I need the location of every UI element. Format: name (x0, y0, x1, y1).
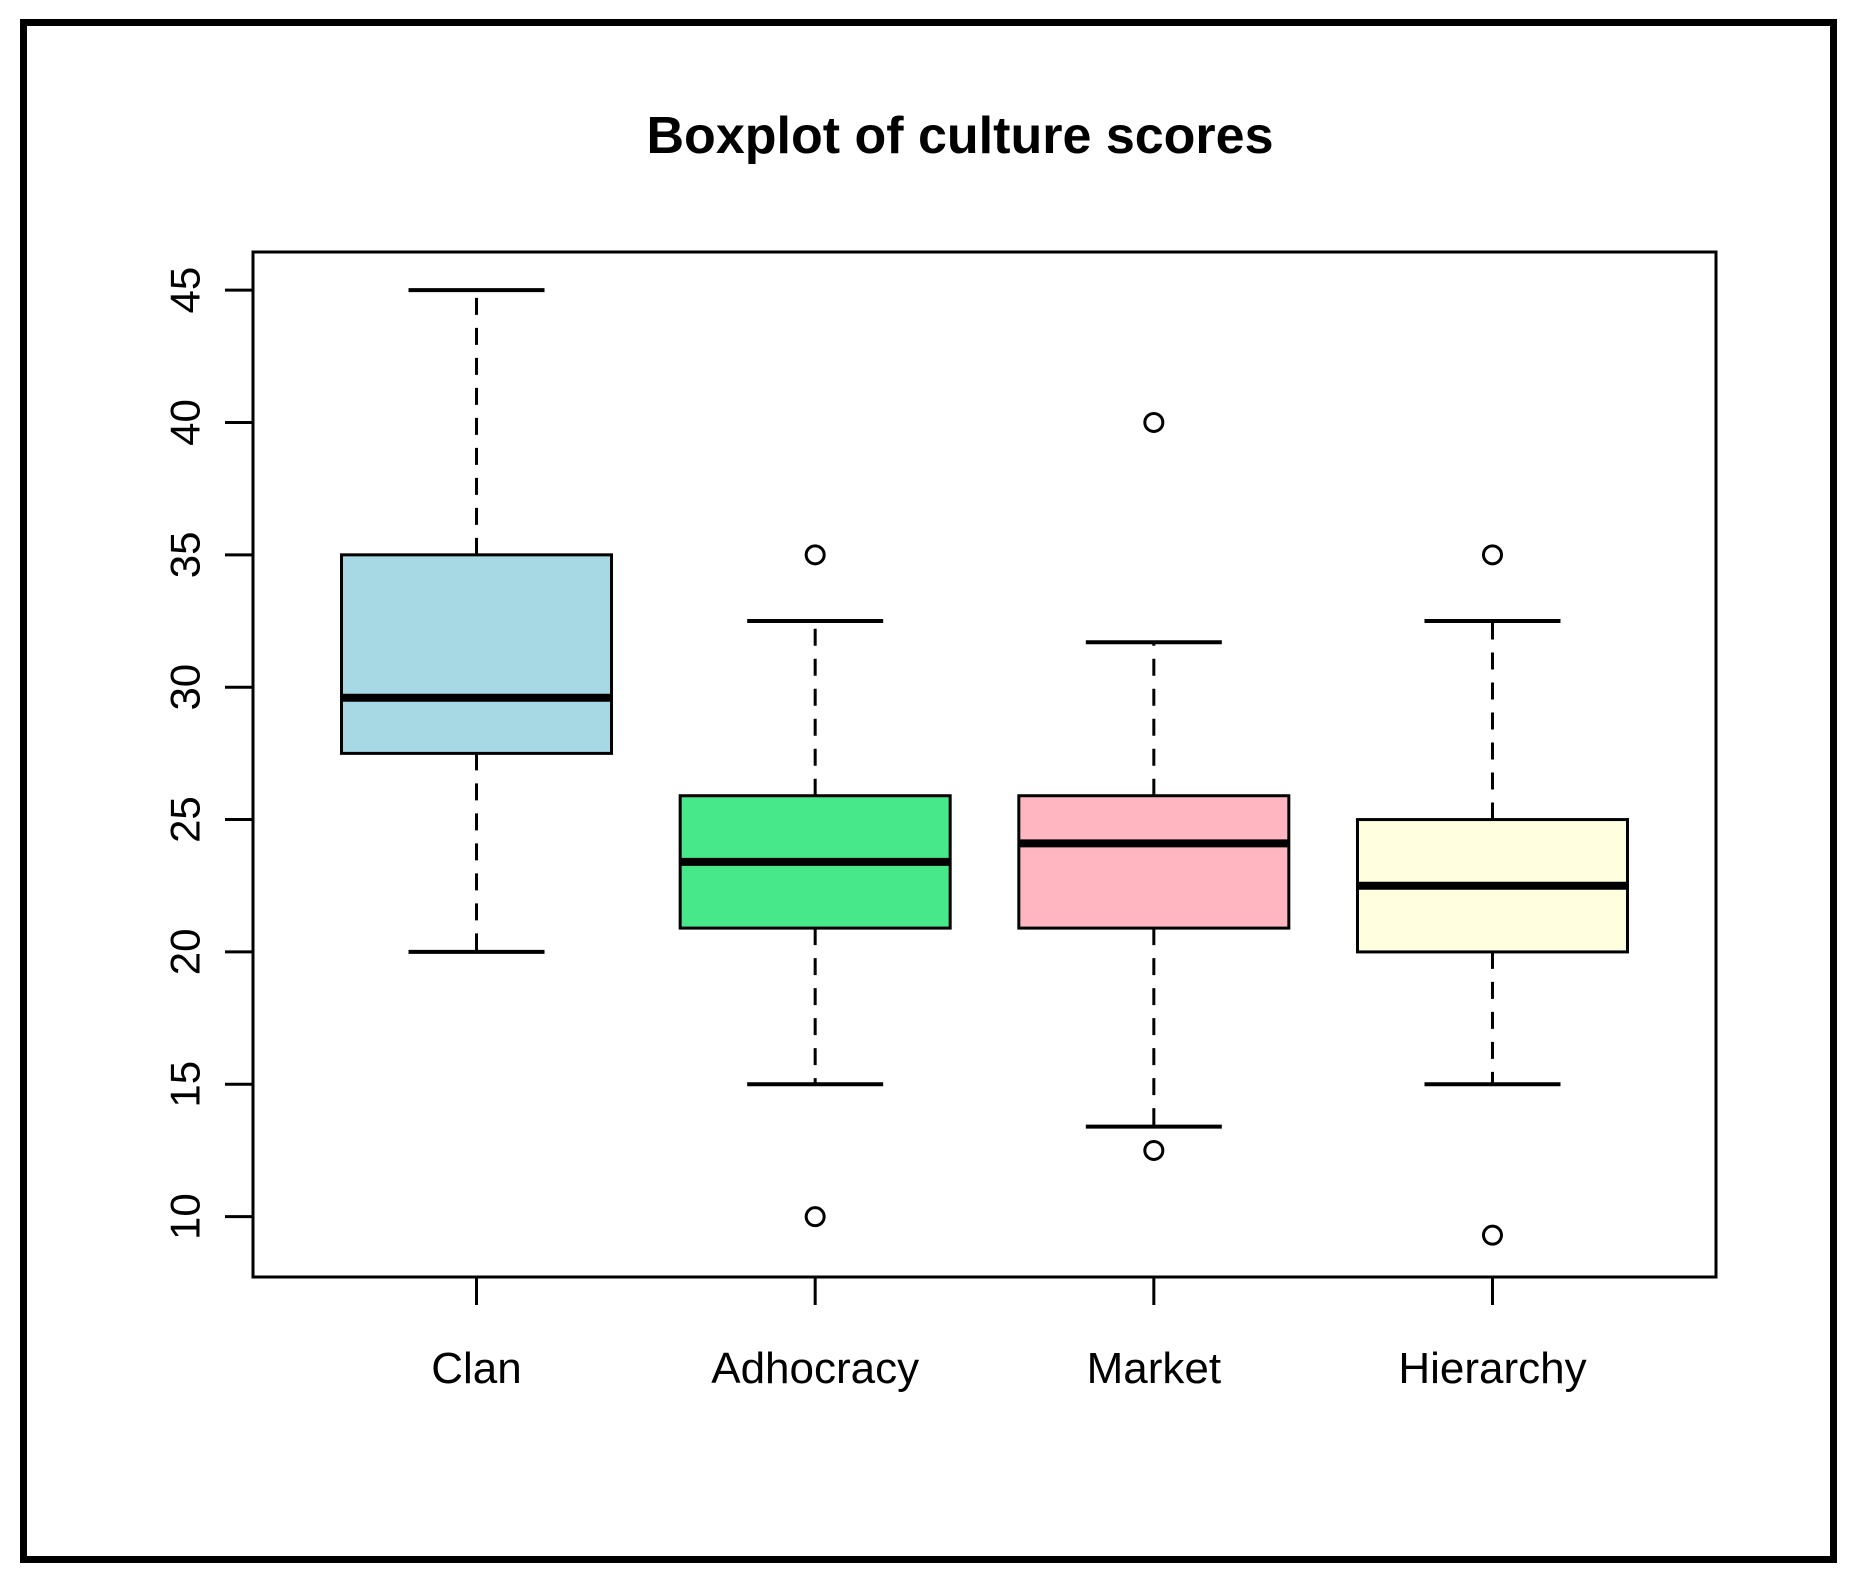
chart-title: Boxplot of culture scores (646, 107, 1274, 165)
x-axis-label-clan: Clan (431, 1344, 522, 1393)
y-axis-tick-label: 40 (162, 399, 209, 446)
y-axis-tick-label: 45 (162, 267, 209, 314)
y-axis-tick-label: 20 (162, 929, 209, 976)
x-axis-label-market: Market (1087, 1344, 1221, 1393)
y-axis-tick-label: 35 (162, 531, 209, 578)
hierarchy-outlier-point (1481, 544, 1503, 566)
hierarchy-outlier-point (1481, 1224, 1503, 1246)
clan-box (340, 553, 614, 755)
y-axis-tick-label: 30 (162, 664, 209, 711)
adhocracy-outlier-point (804, 1206, 826, 1228)
adhocracy-outlier-point (804, 544, 826, 566)
plot-border (251, 250, 1718, 1279)
x-axis-label-hierarchy: Hierarchy (1398, 1344, 1586, 1393)
market-outlier-point (1143, 411, 1165, 433)
y-axis-tick-label: 10 (162, 1193, 209, 1240)
x-axis-label-adhocracy: Adhocracy (711, 1344, 919, 1393)
figure-border (20, 19, 1837, 1563)
market-box (1017, 794, 1291, 930)
y-axis-tick-label: 25 (162, 796, 209, 843)
y-axis-tick-label: 15 (162, 1061, 209, 1108)
market-outlier-point (1143, 1139, 1165, 1161)
